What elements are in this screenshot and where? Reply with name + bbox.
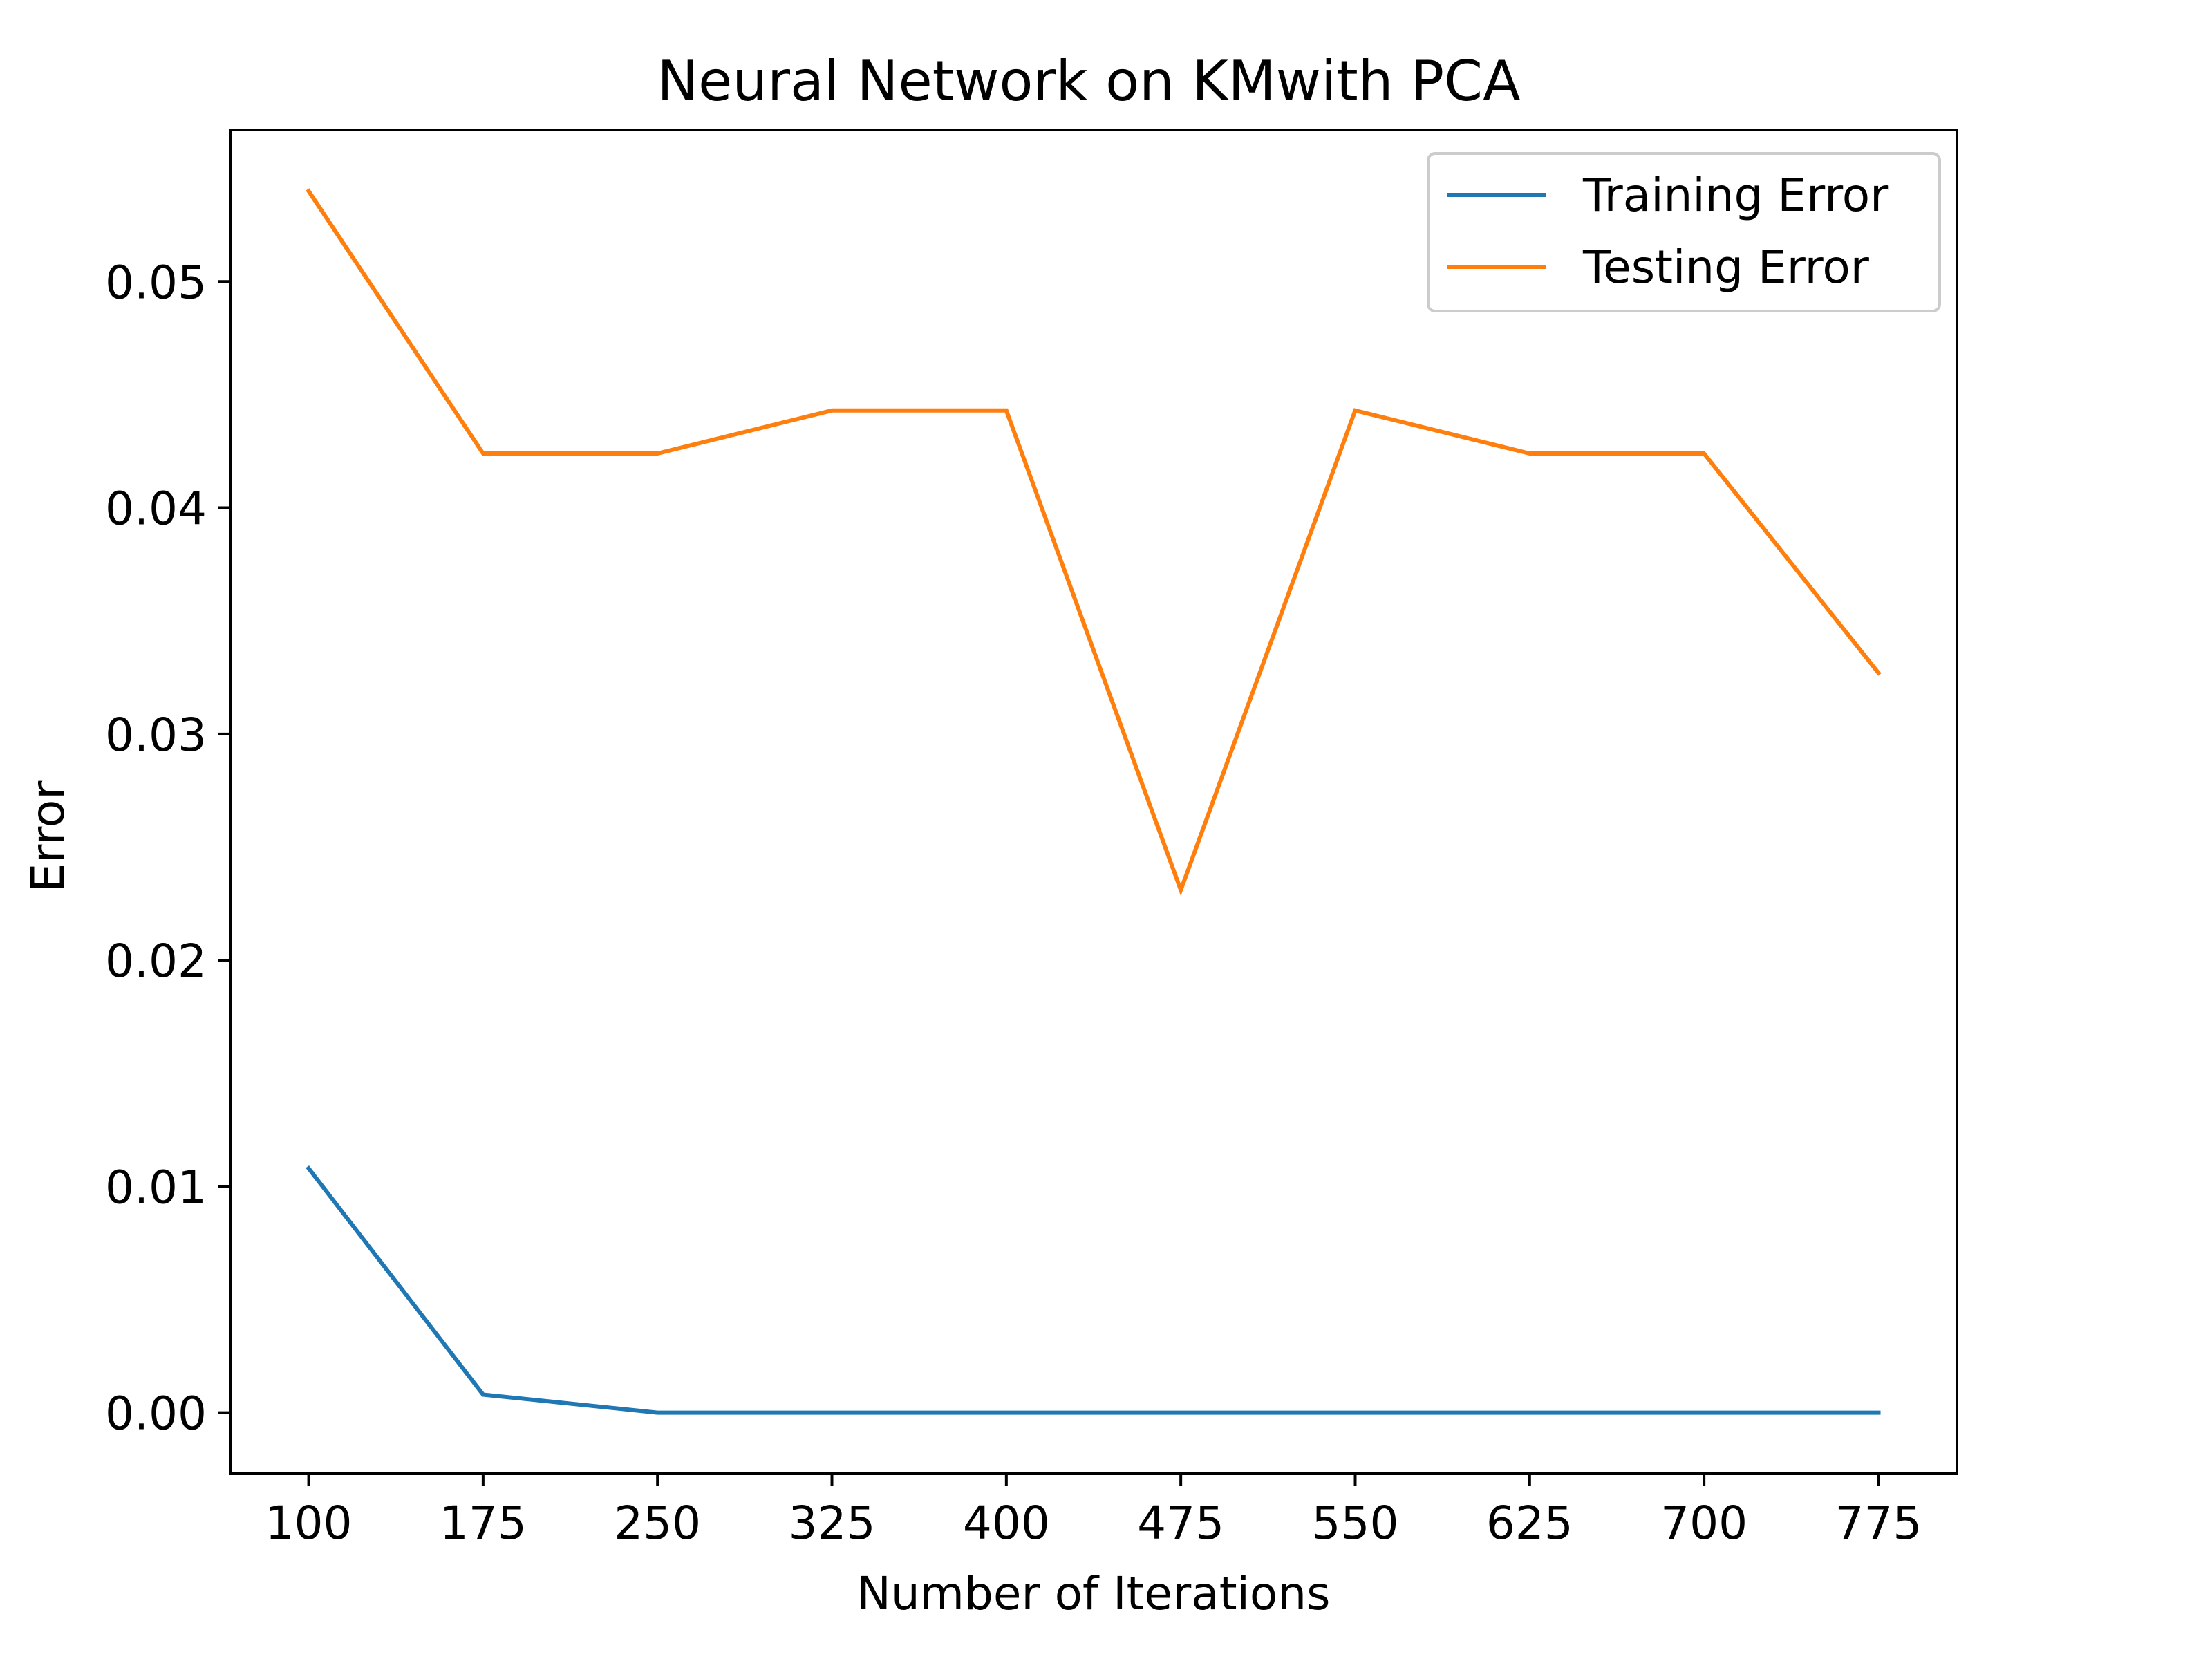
x-tick-label: 175 [440,1497,527,1550]
legend-label: Training Error [1582,169,1889,222]
y-tick-label: 0.01 [105,1161,207,1214]
y-tick-label: 0.02 [105,935,207,988]
ticks-layer: 100 175 250 325 400 475 550 625 700 775 0.00 0.01 0.… [105,256,1922,1550]
x-tick-label: 625 [1486,1497,1573,1550]
series-line-training-error [306,1165,1881,1415]
y-tick-label: 0.03 [105,709,207,762]
legend-box [1427,152,1941,312]
chart-title: Neural Network on KMwith PCA [657,49,1521,113]
x-tick-label: 100 [265,1497,353,1550]
y-tick-label: 0.04 [105,482,207,536]
x-tick-label: 475 [1137,1497,1224,1550]
x-tick-label: 775 [1835,1497,1922,1550]
x-tick-label: 400 [963,1497,1050,1550]
series-line-testing-error [306,188,1882,897]
plot-area-frame [229,129,1958,1475]
x-axis-label: Number of Iterations [856,1567,1330,1620]
series-layer [306,188,1882,1415]
y-tick-label: 0.05 [105,256,207,309]
x-tick-label: 550 [1311,1497,1398,1550]
y-tick-label: 0.00 [105,1387,207,1441]
x-tick-label: 250 [614,1497,701,1550]
legend: Training Error Testing Error [1427,152,1941,312]
y-axis-label: Error [21,780,75,892]
x-tick-label: 700 [1660,1497,1747,1550]
x-tick-label: 325 [789,1497,876,1550]
legend-label: Testing Error [1582,241,1870,294]
